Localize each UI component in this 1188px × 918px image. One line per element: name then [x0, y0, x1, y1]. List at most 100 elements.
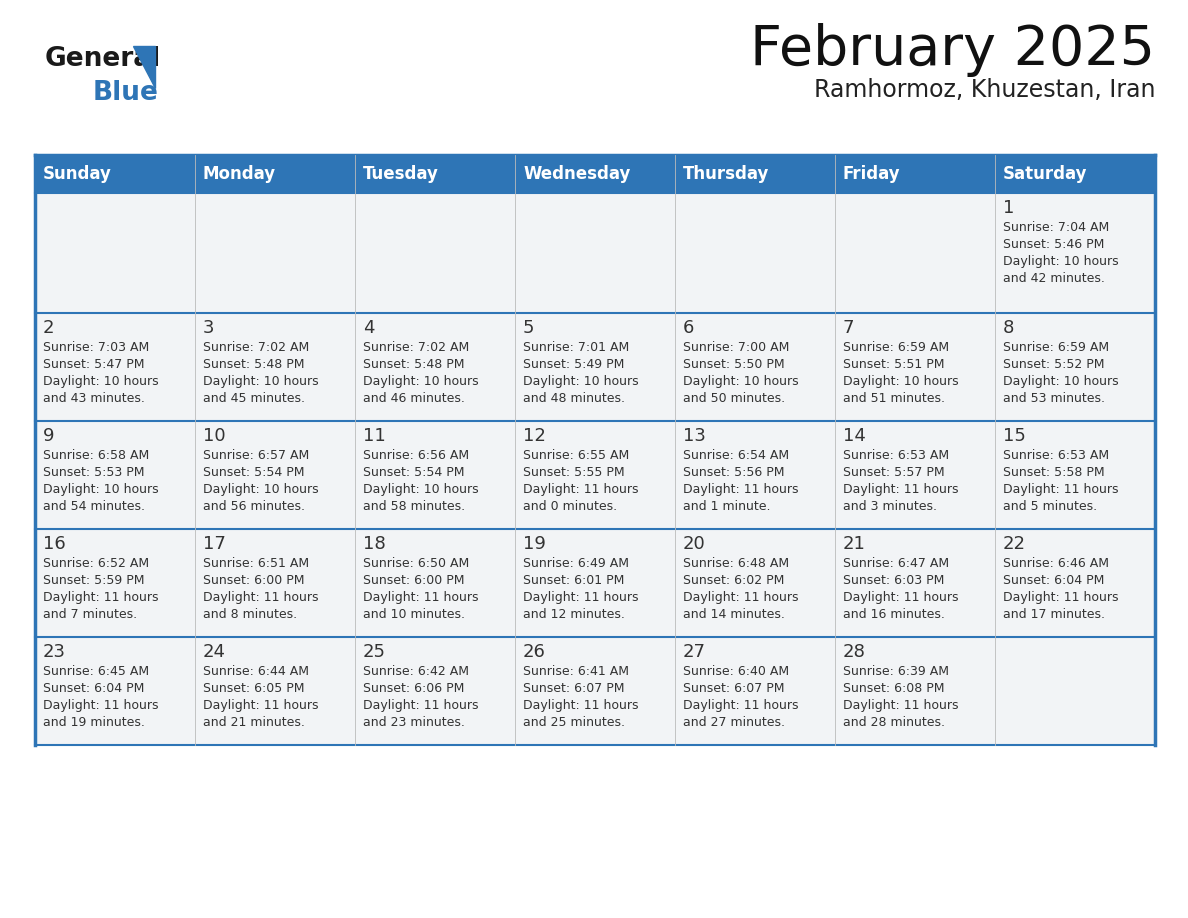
Text: and 16 minutes.: and 16 minutes. — [843, 608, 944, 621]
Text: Daylight: 11 hours: Daylight: 11 hours — [683, 591, 798, 604]
Text: and 43 minutes.: and 43 minutes. — [43, 392, 145, 405]
Text: Thursday: Thursday — [683, 165, 770, 183]
Text: 19: 19 — [523, 535, 545, 553]
Bar — [355, 313, 516, 421]
Bar — [835, 637, 996, 745]
Text: Sunrise: 6:57 AM: Sunrise: 6:57 AM — [203, 449, 309, 462]
Text: and 25 minutes.: and 25 minutes. — [523, 716, 625, 729]
Text: Sunrise: 6:55 AM: Sunrise: 6:55 AM — [523, 449, 630, 462]
Bar — [835, 529, 996, 637]
Text: Daylight: 11 hours: Daylight: 11 hours — [1003, 483, 1118, 496]
Text: Daylight: 10 hours: Daylight: 10 hours — [843, 375, 959, 388]
Text: 21: 21 — [843, 535, 866, 553]
Text: Wednesday: Wednesday — [523, 165, 631, 183]
Bar — [835, 155, 996, 193]
Text: Sunset: 5:50 PM: Sunset: 5:50 PM — [683, 358, 784, 371]
Text: Daylight: 11 hours: Daylight: 11 hours — [523, 483, 638, 496]
Text: Sunrise: 6:56 AM: Sunrise: 6:56 AM — [364, 449, 469, 462]
Text: Daylight: 10 hours: Daylight: 10 hours — [364, 375, 479, 388]
Text: and 28 minutes.: and 28 minutes. — [843, 716, 944, 729]
Bar — [195, 421, 355, 529]
Text: Sunrise: 6:49 AM: Sunrise: 6:49 AM — [523, 557, 628, 570]
Text: Sunrise: 6:39 AM: Sunrise: 6:39 AM — [843, 665, 949, 678]
Text: Sunset: 5:46 PM: Sunset: 5:46 PM — [1003, 238, 1105, 251]
Text: and 10 minutes.: and 10 minutes. — [364, 608, 465, 621]
Text: Sunrise: 6:44 AM: Sunrise: 6:44 AM — [203, 665, 309, 678]
Text: Sunset: 5:54 PM: Sunset: 5:54 PM — [203, 466, 304, 479]
Text: Sunset: 6:00 PM: Sunset: 6:00 PM — [364, 574, 465, 587]
Text: and 50 minutes.: and 50 minutes. — [683, 392, 785, 405]
Bar — [195, 529, 355, 637]
Text: Daylight: 11 hours: Daylight: 11 hours — [683, 483, 798, 496]
Bar — [996, 637, 1155, 745]
Bar — [195, 193, 355, 313]
Text: Daylight: 10 hours: Daylight: 10 hours — [523, 375, 639, 388]
Text: Sunrise: 7:02 AM: Sunrise: 7:02 AM — [364, 341, 469, 354]
Bar — [675, 313, 835, 421]
Bar — [516, 529, 675, 637]
Text: Sunset: 6:07 PM: Sunset: 6:07 PM — [683, 682, 784, 695]
Text: Daylight: 10 hours: Daylight: 10 hours — [203, 483, 318, 496]
Text: Sunset: 6:03 PM: Sunset: 6:03 PM — [843, 574, 944, 587]
Text: and 27 minutes.: and 27 minutes. — [683, 716, 785, 729]
Bar — [675, 193, 835, 313]
Bar — [835, 313, 996, 421]
Text: Sunset: 5:49 PM: Sunset: 5:49 PM — [523, 358, 625, 371]
Bar — [195, 637, 355, 745]
Text: 12: 12 — [523, 427, 545, 445]
Bar — [835, 193, 996, 313]
Text: Daylight: 11 hours: Daylight: 11 hours — [523, 591, 638, 604]
Text: Daylight: 11 hours: Daylight: 11 hours — [43, 699, 158, 712]
Text: Sunset: 5:56 PM: Sunset: 5:56 PM — [683, 466, 784, 479]
Bar — [996, 313, 1155, 421]
Text: Daylight: 11 hours: Daylight: 11 hours — [523, 699, 638, 712]
Text: Sunset: 5:52 PM: Sunset: 5:52 PM — [1003, 358, 1105, 371]
Bar — [355, 155, 516, 193]
Text: 14: 14 — [843, 427, 866, 445]
Bar — [34, 193, 195, 313]
Text: Daylight: 10 hours: Daylight: 10 hours — [43, 483, 159, 496]
Text: 28: 28 — [843, 643, 866, 661]
Text: Daylight: 11 hours: Daylight: 11 hours — [843, 591, 959, 604]
Polygon shape — [133, 46, 154, 88]
Text: Sunset: 6:01 PM: Sunset: 6:01 PM — [523, 574, 625, 587]
Bar — [355, 637, 516, 745]
Text: 1: 1 — [1003, 199, 1015, 217]
Text: Ramhormoz, Khuzestan, Iran: Ramhormoz, Khuzestan, Iran — [814, 78, 1155, 102]
Text: 10: 10 — [203, 427, 226, 445]
Text: 26: 26 — [523, 643, 545, 661]
Text: 27: 27 — [683, 643, 706, 661]
Bar — [516, 421, 675, 529]
Text: Daylight: 11 hours: Daylight: 11 hours — [843, 483, 959, 496]
Text: and 54 minutes.: and 54 minutes. — [43, 500, 145, 513]
Text: and 17 minutes.: and 17 minutes. — [1003, 608, 1105, 621]
Bar — [355, 529, 516, 637]
Text: Daylight: 10 hours: Daylight: 10 hours — [203, 375, 318, 388]
Text: Daylight: 10 hours: Daylight: 10 hours — [364, 483, 479, 496]
Bar — [996, 529, 1155, 637]
Text: and 5 minutes.: and 5 minutes. — [1003, 500, 1098, 513]
Bar — [516, 193, 675, 313]
Text: Sunrise: 7:01 AM: Sunrise: 7:01 AM — [523, 341, 630, 354]
Text: Sunset: 6:02 PM: Sunset: 6:02 PM — [683, 574, 784, 587]
Text: Sunrise: 6:47 AM: Sunrise: 6:47 AM — [843, 557, 949, 570]
Text: Sunrise: 7:00 AM: Sunrise: 7:00 AM — [683, 341, 789, 354]
Bar — [516, 155, 675, 193]
Text: Sunrise: 6:40 AM: Sunrise: 6:40 AM — [683, 665, 789, 678]
Text: Sunrise: 6:50 AM: Sunrise: 6:50 AM — [364, 557, 469, 570]
Text: Friday: Friday — [843, 165, 901, 183]
Text: and 48 minutes.: and 48 minutes. — [523, 392, 625, 405]
Text: and 51 minutes.: and 51 minutes. — [843, 392, 944, 405]
Text: Sunrise: 6:41 AM: Sunrise: 6:41 AM — [523, 665, 628, 678]
Text: Daylight: 11 hours: Daylight: 11 hours — [843, 699, 959, 712]
Text: Sunrise: 6:53 AM: Sunrise: 6:53 AM — [1003, 449, 1110, 462]
Text: and 3 minutes.: and 3 minutes. — [843, 500, 937, 513]
Text: and 12 minutes.: and 12 minutes. — [523, 608, 625, 621]
Text: Sunrise: 6:46 AM: Sunrise: 6:46 AM — [1003, 557, 1110, 570]
Text: Sunrise: 6:48 AM: Sunrise: 6:48 AM — [683, 557, 789, 570]
Text: and 8 minutes.: and 8 minutes. — [203, 608, 297, 621]
Text: and 58 minutes.: and 58 minutes. — [364, 500, 466, 513]
Text: Daylight: 11 hours: Daylight: 11 hours — [203, 591, 318, 604]
Text: 24: 24 — [203, 643, 226, 661]
Text: General: General — [45, 46, 162, 72]
